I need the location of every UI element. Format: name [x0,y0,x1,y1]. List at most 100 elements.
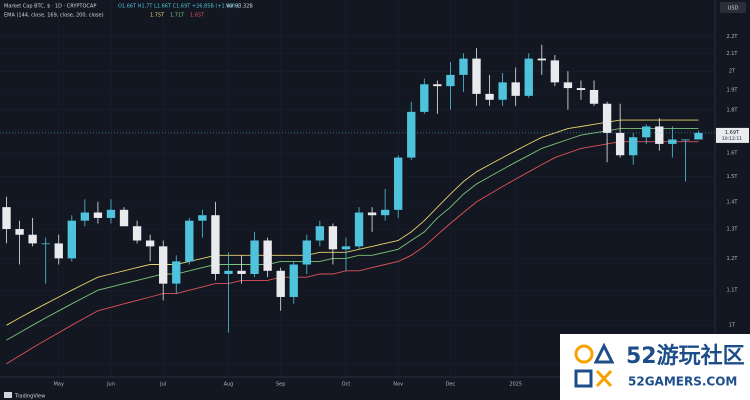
currency[interactable]: USD [728,6,739,12]
candle-body [433,84,442,87]
y-tick-label: 1.3T [726,227,738,233]
watermark-title: 52游玩社区 [626,343,745,369]
brand: TradingView [14,394,45,400]
candle-body [589,89,599,104]
candle-body [615,132,625,156]
ema-values: 1.75T 1.71T 1.65T [150,13,205,19]
watermark-icon [574,344,594,364]
header-ohlc: O1.66T H1.7T L1.66T C1.69T +26.85B (+1.6… [118,4,239,10]
candles [2,44,703,333]
watermark: 52游玩社区 52GAMERS.COM [560,334,750,400]
candle-body [132,226,142,241]
watermark-site: 52GAMERS.COM [628,375,737,389]
y-tick-label: 1.9T [726,87,738,93]
candle-body [315,226,325,241]
candle-body [446,74,455,87]
candle-body [276,270,285,297]
candle-body [2,207,11,230]
ema-line [6,119,699,326]
candle-body [367,212,377,216]
y-tick-label: 2T [729,69,736,75]
candle-body [302,240,311,265]
ema-value: 1.71T [170,13,185,19]
candle-body [498,82,507,100]
candle-body [172,261,181,284]
y-tick-label: 2.2T [726,34,738,40]
y-tick-label: 1T [729,323,736,329]
y-tick-label: 1.5T [726,174,738,180]
currency-box[interactable] [720,2,746,13]
candle-body [263,240,272,271]
ema-line [6,141,699,365]
x-tick-label: Nov [393,382,403,388]
y-tick-label: 1.8T [726,107,738,113]
watermark-icon [595,369,613,388]
x-tick-label: Jul [159,382,166,388]
candle-body [119,209,129,227]
x-tick-label: Aug [224,382,234,388]
candle-body [159,246,168,284]
x-tick-label: Sep [276,382,285,388]
candle-body [380,209,390,216]
candle-body [681,139,690,141]
x-tick-label: May [54,382,64,388]
candle-body [67,220,76,259]
ema-line [6,128,699,341]
candle-body [250,240,259,274]
candle-body [211,215,220,274]
candle-body [394,157,403,210]
candle-body [237,270,246,274]
candle-body [694,132,703,140]
y-tick-label: 1.2T [726,256,738,262]
candle-body [80,212,90,221]
watermark-icon [574,369,593,388]
candle-body [145,240,155,247]
x-tick-label: Oct [342,382,351,388]
candle-body [485,93,494,100]
price-box [716,127,749,143]
candle-body [420,84,429,112]
brand-logo [4,392,12,398]
candle-body [537,58,546,61]
x-tick-label: 2025 [509,382,522,388]
y-tick-label: 1.1T [726,288,738,294]
candle-body [459,58,468,75]
header-volume: Vol 93.32B [226,4,253,10]
candle-body [354,212,364,247]
candle-body [185,220,194,262]
y-tick-label: 1.4T [726,199,738,205]
candle-body [576,88,586,90]
ema-label: EMA (144, close, 169, close, 200, close) [4,13,104,19]
candle-body [198,215,207,221]
watermark-icon [593,342,615,364]
candle-body [28,234,37,244]
candle-body [341,246,351,250]
y-tick-label: 1.6T [726,150,738,156]
candle-body [642,126,651,138]
candle-body [224,270,233,274]
candle-body [54,243,63,259]
y-tick-label: 2.1T [726,51,738,57]
countdown: 10:12:11 [722,136,742,142]
watermark-box [560,334,750,400]
candle-body [41,243,50,245]
candle-body [524,58,533,96]
candle-body [655,126,664,144]
candle-body [668,139,677,144]
candle-body [407,111,416,158]
candle-body [550,60,560,83]
ema-value: 1.65T [190,13,205,19]
candle-body [563,82,573,89]
axes: 2.2T2.1T2T1.9T1.8T1.7T1.6T1.5T1.4T1.3T1.… [54,34,739,388]
candle-body [328,226,338,250]
candle-body [289,264,298,297]
candle-body [93,212,103,218]
header-symbol: Market Cap BTC, $ · 1D · CRYPTOCAP [4,4,96,10]
price-value: 1.69T [725,130,740,136]
x-tick-label: Jun [106,382,115,388]
x-tick-label: Dec [446,382,456,388]
candle-body [629,137,638,156]
candle-body [511,82,520,96]
